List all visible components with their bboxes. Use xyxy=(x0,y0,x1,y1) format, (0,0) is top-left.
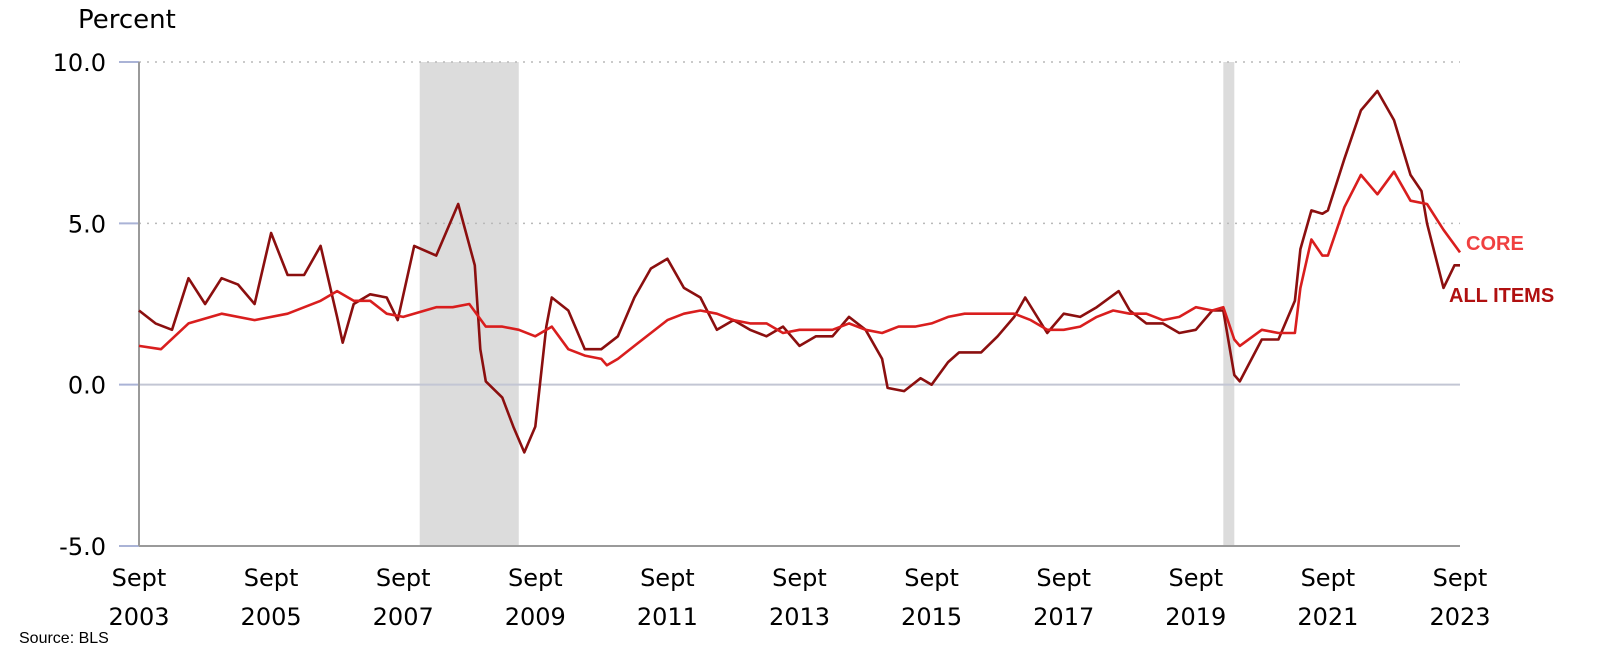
x-tick-label-month: Sept xyxy=(772,564,827,592)
y-tick-label: 10.0 xyxy=(53,49,106,77)
x-tick-label-year: 2009 xyxy=(505,603,566,631)
source-note: Source: BLS xyxy=(19,630,109,647)
x-tick-label-month: Sept xyxy=(1433,564,1488,592)
x-tick-label-month: Sept xyxy=(376,564,431,592)
x-tick-label-month: Sept xyxy=(1168,564,1223,592)
x-tick-label-year: 2007 xyxy=(373,603,434,631)
series-label-core: CORE xyxy=(1466,233,1524,255)
x-tick-label-month: Sept xyxy=(244,564,299,592)
y-tick-label: -5.0 xyxy=(59,533,106,561)
x-tick-label-month: Sept xyxy=(640,564,695,592)
x-tick-label-year: 2011 xyxy=(637,603,698,631)
y-axis-label: Percent xyxy=(78,5,176,35)
series-label-all-items: ALL ITEMS xyxy=(1449,285,1554,307)
x-tick-label-year: 2013 xyxy=(769,603,830,631)
x-tick-label-month: Sept xyxy=(1301,564,1356,592)
x-tick-label-month: Sept xyxy=(508,564,563,592)
x-tick-label-year: 2021 xyxy=(1297,603,1358,631)
x-tick-label-month: Sept xyxy=(904,564,959,592)
recession-band-2 xyxy=(1223,62,1235,546)
x-tick-label-year: 2023 xyxy=(1429,603,1490,631)
y-tick-label: 5.0 xyxy=(68,210,106,238)
y-tick-label: 0.0 xyxy=(68,372,106,400)
x-tick-label-year: 2003 xyxy=(108,603,169,631)
series-line-core xyxy=(138,170,1462,367)
series-line-all-items xyxy=(138,89,1460,454)
x-tick-label-month: Sept xyxy=(1036,564,1091,592)
x-tick-label-year: 2017 xyxy=(1033,603,1094,631)
x-tick-label-year: 2015 xyxy=(901,603,962,631)
x-tick-label-month: Sept xyxy=(112,564,167,592)
x-tick-label-year: 2005 xyxy=(241,603,302,631)
x-tick-label-year: 2019 xyxy=(1165,603,1226,631)
